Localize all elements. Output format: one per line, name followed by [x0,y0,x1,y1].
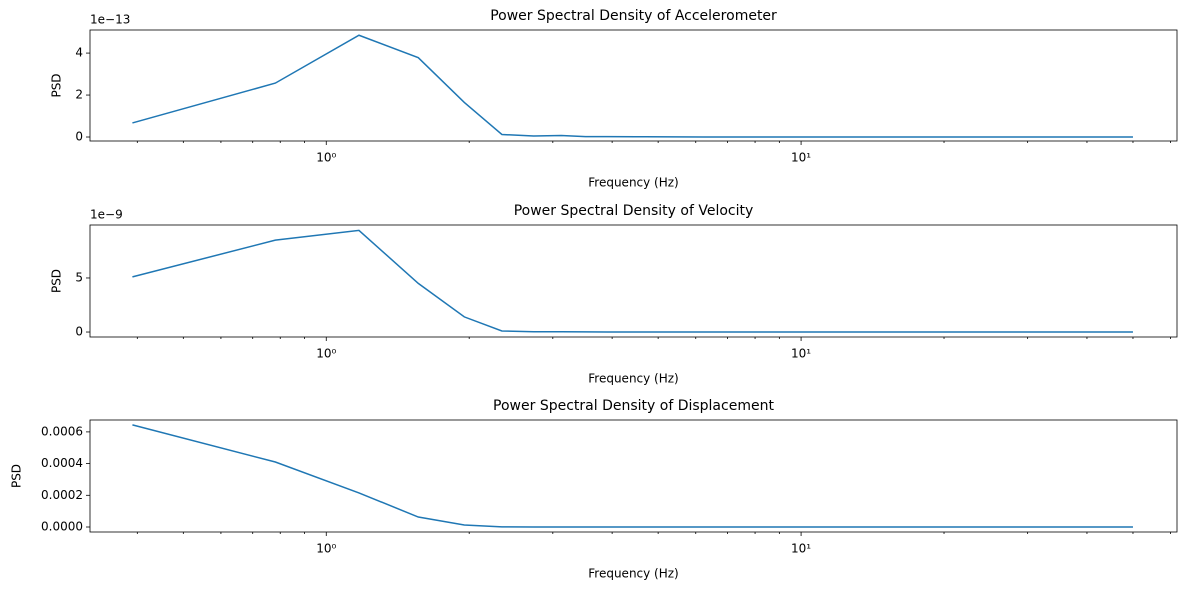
y-tick-label: 0 [75,130,83,144]
subplot: Power Spectral Density of Accelerometer F… [50,8,1178,190]
x-axis-label: Frequency (Hz) [588,176,679,190]
y-axis-label: PSD [50,269,64,293]
offset-text: 1e−9 [90,208,123,222]
y-tick-label: 0.0000 [41,520,83,534]
axes-frame [89,29,1178,142]
x-tick-label: 10⁰ [316,151,336,165]
data-line [132,424,1133,528]
y-tick-label: 5 [75,270,83,284]
y-axis-label: PSD [50,73,64,97]
y-tick-label: 0.0002 [41,488,83,502]
y-tick-label: 2 [75,88,83,102]
x-tick-label: 10¹ [791,347,811,361]
data-line [132,229,1133,333]
x-tick-label: 10⁰ [316,542,336,556]
data-line [132,34,1133,138]
x-axis-label: Frequency (Hz) [588,567,679,581]
y-tick-label: 4 [75,46,83,60]
subplot: Power Spectral Density of Displacement Fr… [10,398,1178,581]
subplot-title: Power Spectral Density of Displacement [493,398,774,414]
offset-text: 1e−13 [90,13,130,27]
y-tick-label: 0.0006 [41,424,83,438]
x-tick-label: 10⁰ [316,347,336,361]
subplot-title: Power Spectral Density of Velocity [514,203,754,219]
axes-frame [89,419,1178,533]
y-axis-label: PSD [10,464,24,488]
subplot-title: Power Spectral Density of Accelerometer [490,8,777,24]
x-tick-label: 10¹ [791,542,811,556]
y-tick-label: 0 [75,325,83,339]
x-tick-label: 10¹ [791,151,811,165]
y-tick-label: 0.0004 [41,456,83,470]
subplot: Power Spectral Density of Velocity Freque… [50,203,1178,386]
axes-frame [89,224,1178,338]
x-axis-label: Frequency (Hz) [588,372,679,386]
